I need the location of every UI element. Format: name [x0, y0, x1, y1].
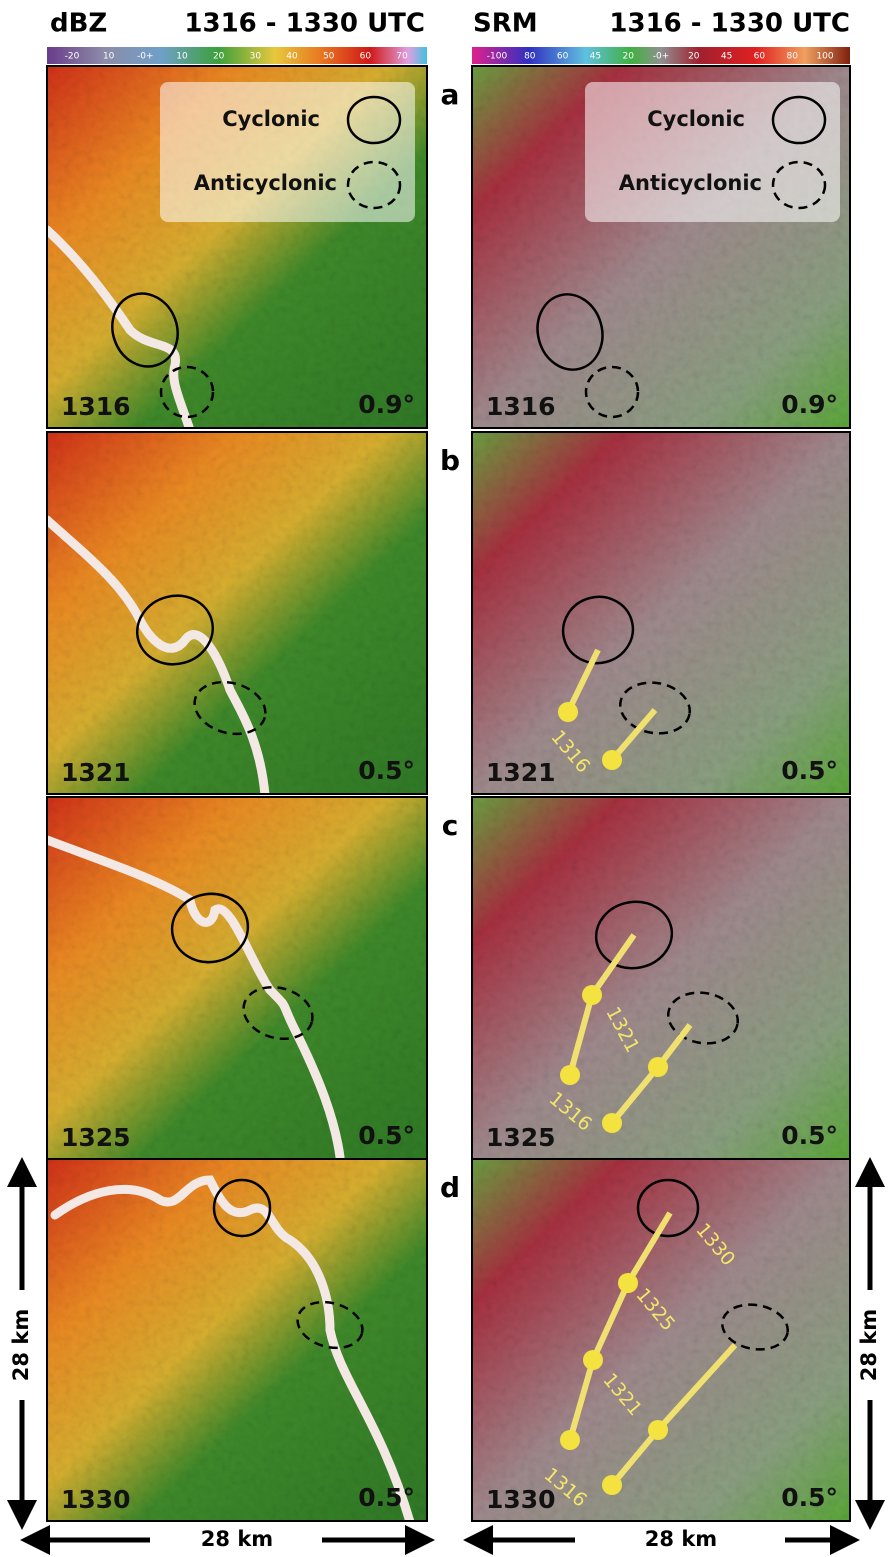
radar-panel: 1330 0.5°	[47, 1159, 427, 1522]
time-label: 1321	[486, 758, 556, 787]
colorbar-label: 10	[176, 52, 188, 62]
colorbar-label: 20	[213, 52, 225, 62]
time-label: 1325	[61, 1123, 131, 1152]
legend-label: Anticyclonic	[619, 171, 762, 195]
elevation-label: 0.5°	[781, 1483, 838, 1512]
right-time-range: 1316 - 1330 UTC	[609, 9, 850, 39]
scale-label: 28 km	[645, 1527, 717, 1551]
track-dot	[602, 750, 622, 770]
radar-panel: Cyclonic Anticyclonic 1316 0.9°	[47, 66, 427, 430]
colorbar-label: 80	[786, 52, 798, 62]
track-dot	[560, 1065, 580, 1085]
colorbar-label: -0+	[653, 52, 670, 62]
legend-label: Anticyclonic	[194, 171, 337, 195]
elevation-label: 0.5°	[358, 1483, 415, 1512]
elevation-label: 0.5°	[781, 756, 838, 785]
radar-image	[47, 797, 427, 1159]
time-label: 1325	[486, 1123, 556, 1152]
colorbar-label: -100	[487, 52, 508, 62]
colorbar-label: -0+	[137, 52, 154, 62]
radar-panel: Cyclonic Anticyclonic 1316 0.9°	[472, 66, 850, 428]
left-time-range: 1316 - 1330 UTC	[184, 9, 425, 39]
panel-label: b	[440, 444, 460, 477]
panels: Cyclonic Anticyclonic 1316 0.9° Cyclonic Anti…	[47, 66, 850, 1522]
time-label: 1330	[61, 1485, 131, 1514]
panel-label: a	[441, 78, 460, 111]
colorbar-label: 45	[721, 52, 732, 62]
colorbar-label: 80	[524, 52, 536, 62]
figure: dBZ 1316 - 1330 UTC SRM 1316 - 1330 UTC …	[0, 0, 891, 1557]
elevation-label: 0.5°	[358, 756, 415, 785]
colorbar-label: 50	[323, 52, 335, 62]
legend-label: Cyclonic	[647, 107, 745, 131]
track-dot	[648, 1420, 668, 1440]
colorbar-label: 60	[557, 52, 569, 62]
track-dot	[583, 1350, 603, 1370]
radar-texture	[47, 432, 427, 794]
colorbar-label: 70	[396, 52, 408, 62]
colorbar-label: 60	[754, 52, 766, 62]
scale-label: 28 km	[9, 1309, 33, 1381]
radar-texture	[472, 432, 850, 794]
track-dot	[558, 702, 578, 722]
colorbar-label: 10	[103, 52, 115, 62]
track-dot	[582, 985, 602, 1005]
right-title: SRM	[473, 9, 538, 39]
panel-label: d	[440, 1171, 460, 1204]
radar-panel: 1325 0.5°	[47, 797, 427, 1159]
time-label: 1330	[486, 1485, 556, 1514]
radar-texture	[47, 797, 427, 1159]
radar-image	[472, 432, 850, 794]
time-label: 1316	[486, 392, 556, 421]
legend-box	[585, 82, 840, 222]
colorbar-label: 20	[688, 52, 700, 62]
colorbar-label: 45	[590, 52, 601, 62]
panel-label: c	[442, 809, 459, 842]
colorbar-label: -20	[65, 52, 80, 62]
radar-panel: 133013251321131613300.5°	[472, 1159, 850, 1521]
radar-panel: 1321131613250.5°	[472, 797, 850, 1159]
elevation-label: 0.5°	[781, 1121, 838, 1150]
radar-image	[472, 797, 850, 1159]
radar-texture	[472, 797, 850, 1159]
radar-texture	[472, 1159, 850, 1521]
colorbar-label: 60	[360, 52, 372, 62]
colorbar-label: 100	[816, 52, 833, 62]
legend-label: Cyclonic	[222, 107, 320, 131]
legend-box	[160, 82, 415, 222]
radar-panel: 1321 0.5°	[47, 432, 427, 795]
track-dot	[618, 1273, 638, 1293]
elevation-label: 0.5°	[358, 1121, 415, 1150]
left-title: dBZ	[50, 9, 107, 39]
track-dot	[602, 1113, 622, 1133]
time-label: 1316	[61, 392, 131, 421]
track-dot	[560, 1430, 580, 1450]
colorbar-label: 30	[250, 52, 262, 62]
scale-label: 28 km	[201, 1527, 273, 1551]
track-dot	[602, 1475, 622, 1495]
radar-image	[47, 432, 427, 795]
elevation-label: 0.9°	[781, 390, 838, 419]
time-label: 1321	[61, 758, 131, 787]
colorbar-label: 40	[286, 52, 298, 62]
colorbar-label: 20	[622, 52, 634, 62]
radar-image	[47, 1159, 427, 1522]
scale-label: 28 km	[857, 1309, 881, 1381]
elevation-label: 0.9°	[358, 390, 415, 419]
track-dot	[648, 1057, 668, 1077]
radar-image	[472, 1159, 850, 1521]
